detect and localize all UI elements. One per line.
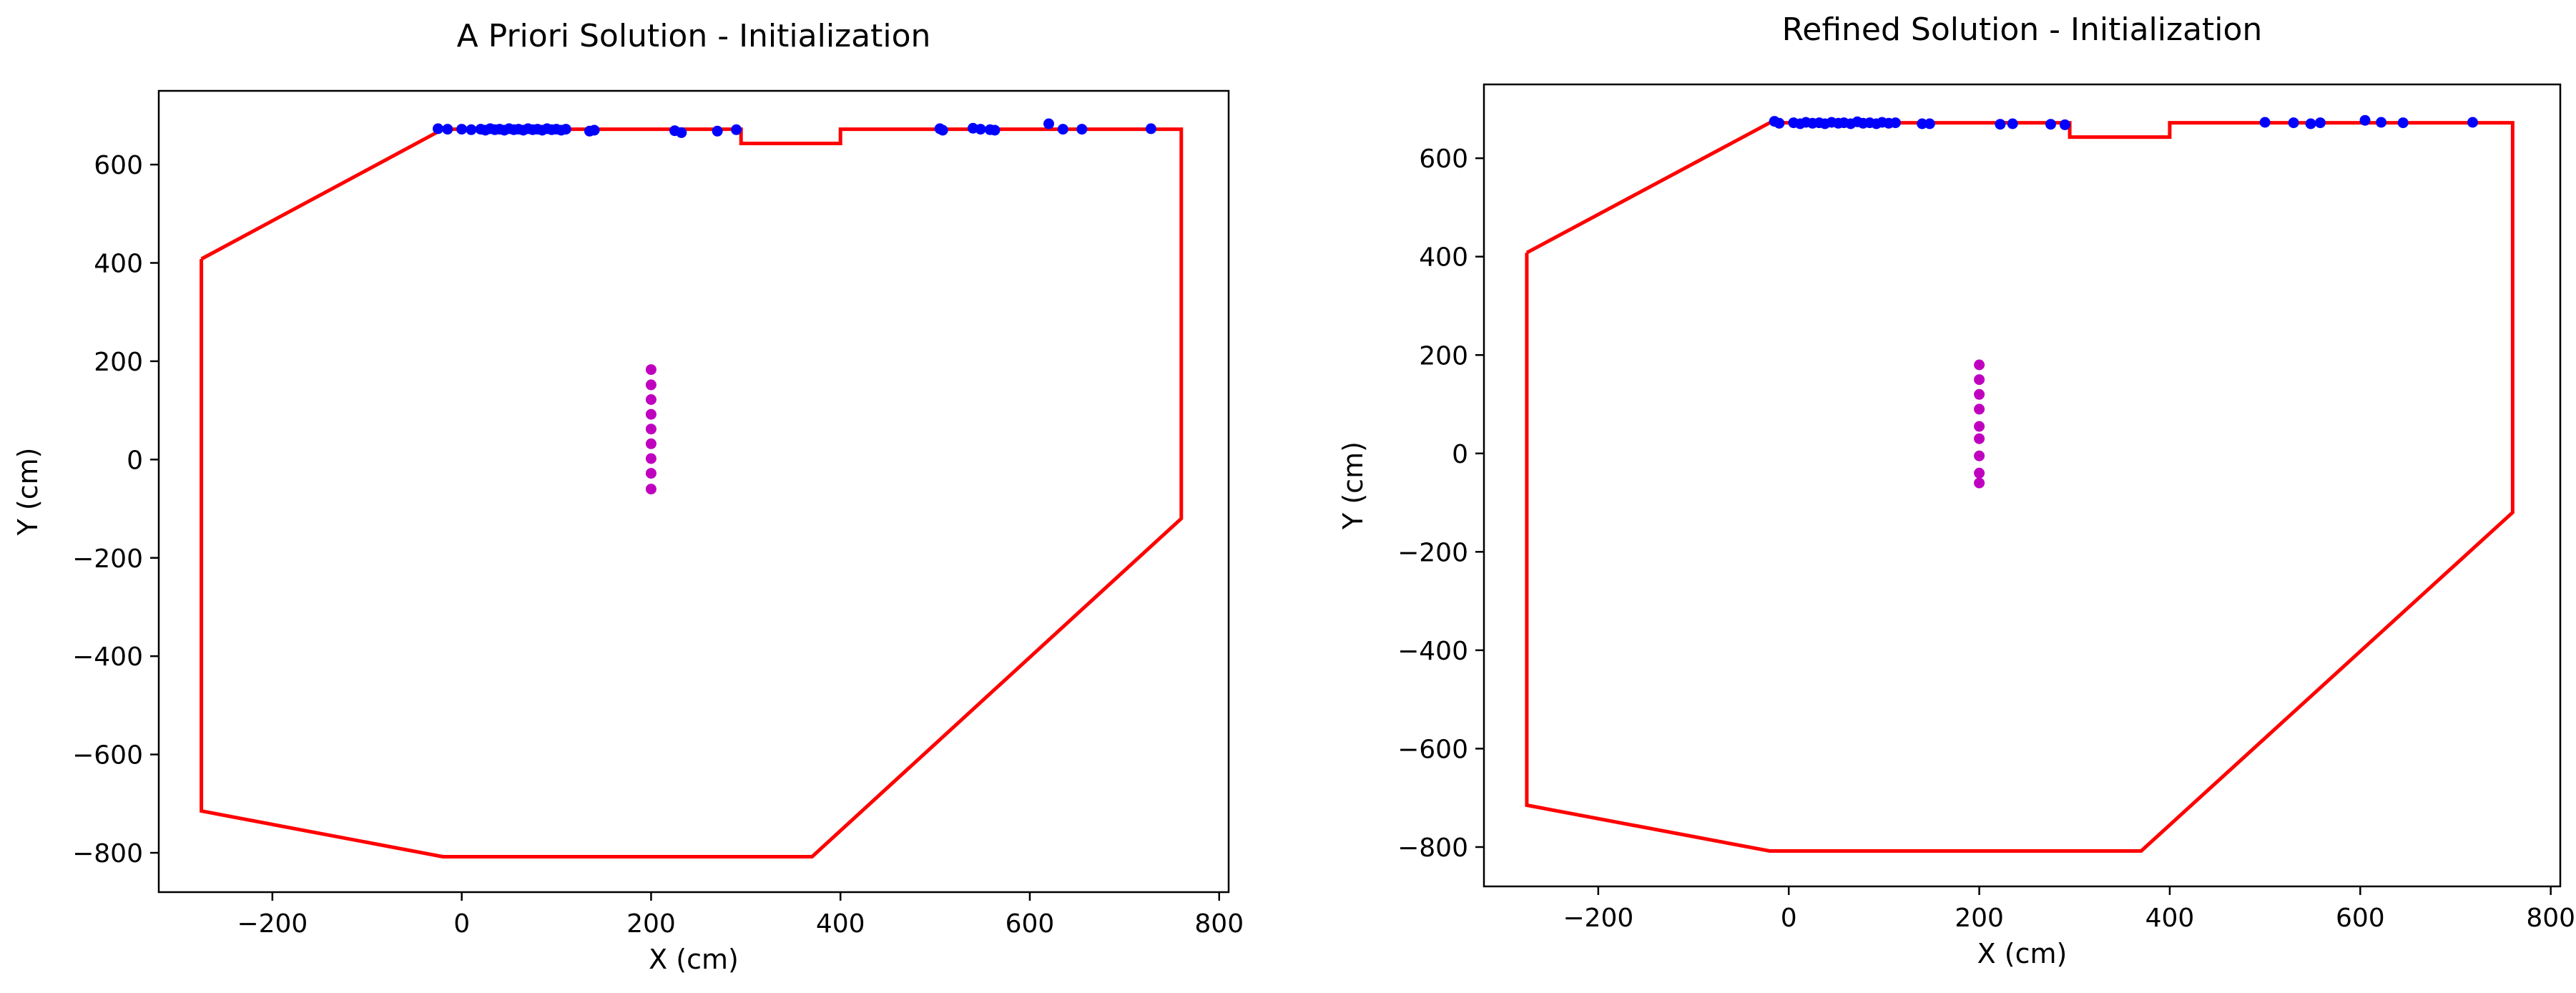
blue-data-point bbox=[1076, 124, 1088, 135]
plot-area bbox=[1525, 114, 2514, 853]
magenta-data-point bbox=[645, 379, 657, 391]
x-axis-label: X (cm) bbox=[1977, 938, 2068, 969]
x-tick-label: 200 bbox=[626, 909, 676, 939]
x-tick-label: 0 bbox=[453, 909, 470, 939]
magenta-data-point bbox=[1974, 359, 1985, 371]
y-tick-label: −800 bbox=[1397, 833, 1468, 863]
chart-panel-a-priori: A Priori Solution - Initialization −200 0… bbox=[12, 18, 1244, 975]
blue-data-point bbox=[676, 127, 687, 138]
x-tick-label: 600 bbox=[1006, 909, 1055, 939]
boundary-line bbox=[200, 127, 1184, 859]
blue-data-point bbox=[2305, 118, 2316, 129]
blue-data-point bbox=[2397, 117, 2409, 129]
plot-area bbox=[200, 118, 1184, 859]
magenta-data-point bbox=[645, 409, 657, 420]
x-tick-label: −200 bbox=[1563, 904, 1633, 933]
y-tick-label: −200 bbox=[1397, 538, 1468, 567]
blue-data-point bbox=[589, 124, 600, 136]
magenta-data-point bbox=[1974, 374, 1985, 386]
blue-data-point bbox=[433, 123, 443, 134]
x-tick-label: 800 bbox=[1194, 909, 1244, 939]
blue-data-point bbox=[731, 124, 742, 135]
blue-data-point bbox=[937, 124, 948, 136]
y-tick-label: −200 bbox=[72, 544, 143, 574]
magenta-data-point bbox=[645, 394, 657, 405]
magenta-data-point bbox=[645, 438, 657, 449]
magenta-data-point bbox=[1974, 421, 1985, 432]
blue-data-point bbox=[456, 124, 468, 135]
blue-data-point bbox=[2288, 117, 2299, 129]
y-tick-label: 200 bbox=[94, 348, 143, 377]
blue-data-point bbox=[442, 124, 453, 135]
magenta-data-point bbox=[645, 364, 657, 376]
y-tick-label: −600 bbox=[1397, 735, 1468, 764]
axes-frame bbox=[157, 89, 1230, 894]
y-tick-label: 0 bbox=[127, 446, 143, 475]
x-tick-label: 200 bbox=[1955, 904, 2004, 933]
axes-frame bbox=[1483, 83, 2562, 888]
blue-data-point bbox=[989, 124, 1001, 136]
y-tick-label: −400 bbox=[1397, 637, 1468, 666]
x-tick-label: 400 bbox=[2145, 904, 2195, 933]
chart-title: A Priori Solution - Initialization bbox=[457, 18, 931, 54]
y-tick-label: 600 bbox=[94, 151, 143, 180]
blue-data-point bbox=[1889, 117, 1901, 129]
blue-data-point bbox=[1057, 124, 1068, 135]
y-tick-label: 600 bbox=[1419, 145, 1468, 174]
y-tick-label: −400 bbox=[72, 642, 143, 672]
blue-data-point bbox=[1924, 118, 1935, 129]
blue-data-point bbox=[466, 124, 477, 135]
blue-data-point bbox=[560, 124, 571, 135]
y-axis-label: Y (cm) bbox=[1337, 441, 1369, 530]
x-tick-label: −200 bbox=[237, 909, 308, 939]
y-tick-label: 400 bbox=[94, 249, 143, 278]
blue-data-point bbox=[712, 125, 723, 137]
ticks: −200 0 200 400 600 800 −800 −600 −400 −200 0 200 400… bbox=[72, 151, 1244, 939]
boundary-line bbox=[1525, 121, 2514, 853]
blue-data-point bbox=[1145, 123, 1156, 134]
y-tick-label: −800 bbox=[72, 839, 143, 869]
magenta-data-point bbox=[645, 453, 657, 464]
y-tick-label: 400 bbox=[1419, 243, 1468, 273]
blue-data-point bbox=[1995, 119, 2006, 130]
blue-data-point bbox=[2359, 114, 2371, 126]
blue-data-point bbox=[1043, 118, 1054, 129]
magenta-data-point bbox=[1974, 477, 1985, 489]
blue-data-point bbox=[1917, 118, 1928, 129]
y-axis-label: Y (cm) bbox=[12, 448, 44, 537]
x-tick-label: 0 bbox=[1781, 904, 1797, 933]
y-tick-label: 0 bbox=[1452, 440, 1468, 469]
magenta-data-point bbox=[645, 424, 657, 435]
blue-data-point bbox=[2059, 119, 2070, 130]
blue-data-point bbox=[2259, 117, 2271, 128]
blue-data-point bbox=[2376, 117, 2387, 128]
ticks: −200 0 200 400 600 800 −800 −600 −400 −200 0 200 400… bbox=[1397, 145, 2575, 933]
blue-data-point bbox=[2007, 118, 2018, 129]
magenta-data-point bbox=[1974, 403, 1985, 415]
y-tick-label: −600 bbox=[72, 741, 143, 771]
y-tick-label: 200 bbox=[1419, 341, 1468, 371]
chart-panel-refined: Refined Solution - Initialization −200 0 2… bbox=[1337, 11, 2575, 969]
x-tick-label: 800 bbox=[2526, 904, 2575, 933]
blue-data-point bbox=[2314, 117, 2326, 129]
magenta-data-point bbox=[1974, 388, 1985, 400]
chart-title: Refined Solution - Initialization bbox=[1782, 11, 2263, 48]
blue-data-point bbox=[1774, 117, 1785, 129]
magenta-data-point bbox=[1974, 433, 1985, 444]
magenta-data-point bbox=[645, 468, 657, 479]
x-axis-label: X (cm) bbox=[649, 944, 739, 975]
blue-data-point bbox=[2467, 117, 2478, 128]
magenta-data-point bbox=[645, 484, 657, 495]
x-tick-label: 400 bbox=[816, 909, 865, 939]
x-tick-label: 600 bbox=[2336, 904, 2385, 933]
blue-data-point bbox=[975, 124, 986, 135]
blue-data-point bbox=[2045, 119, 2056, 130]
magenta-data-point bbox=[1974, 467, 1985, 479]
magenta-data-point bbox=[1974, 450, 1985, 461]
